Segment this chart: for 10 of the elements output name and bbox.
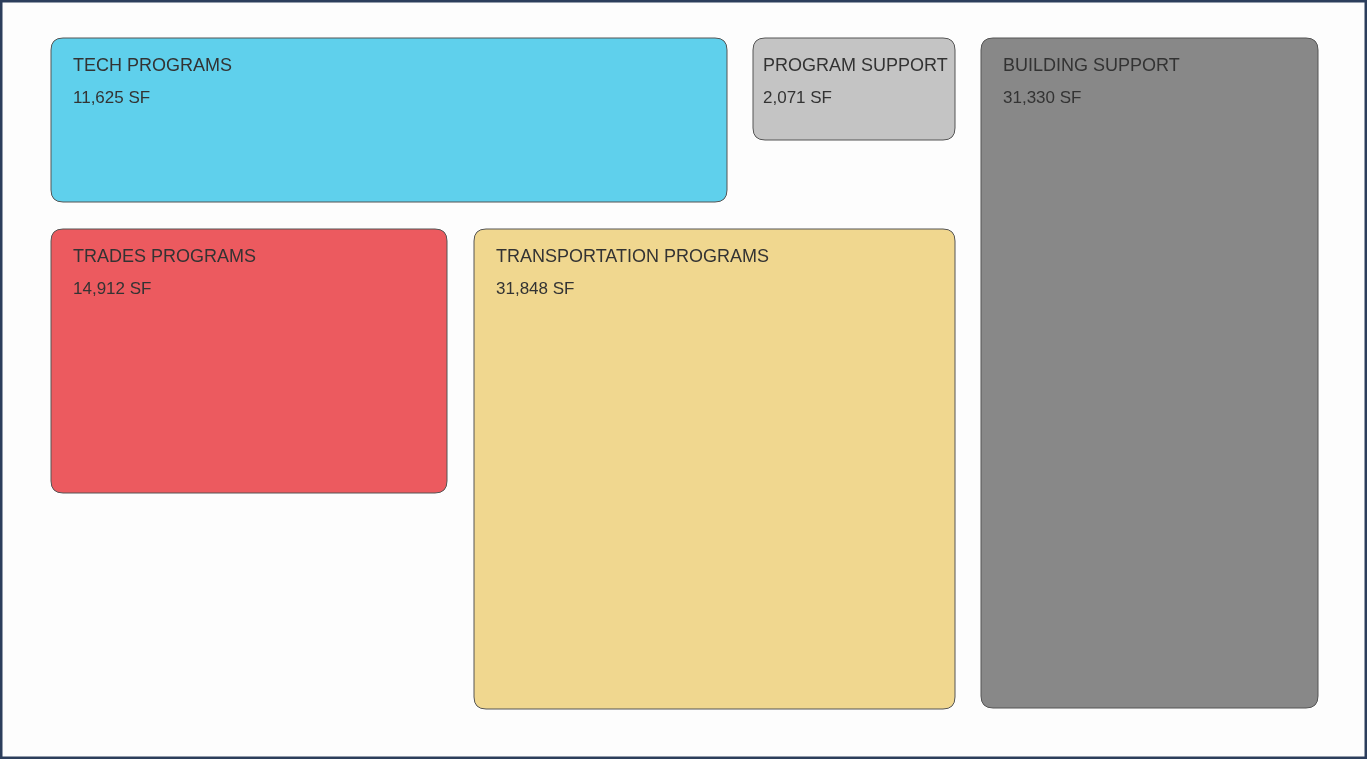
category-label: BUILDING SUPPORT	[1003, 55, 1180, 75]
category-label: TRANSPORTATION PROGRAMS	[496, 246, 770, 266]
category-label: PROGRAM SUPPORT	[763, 55, 948, 75]
data-label: 31,848 SF	[496, 279, 575, 298]
data-label: 2,071 SF	[763, 88, 832, 107]
data-label: 31,330 SF	[1003, 88, 1082, 107]
category-label: TECH PROGRAMS	[73, 55, 233, 75]
category-label: TRADES PROGRAMS	[73, 246, 257, 266]
data-label: 14,912 SF	[73, 279, 152, 298]
data-label: 11,625 SF	[73, 88, 151, 107]
